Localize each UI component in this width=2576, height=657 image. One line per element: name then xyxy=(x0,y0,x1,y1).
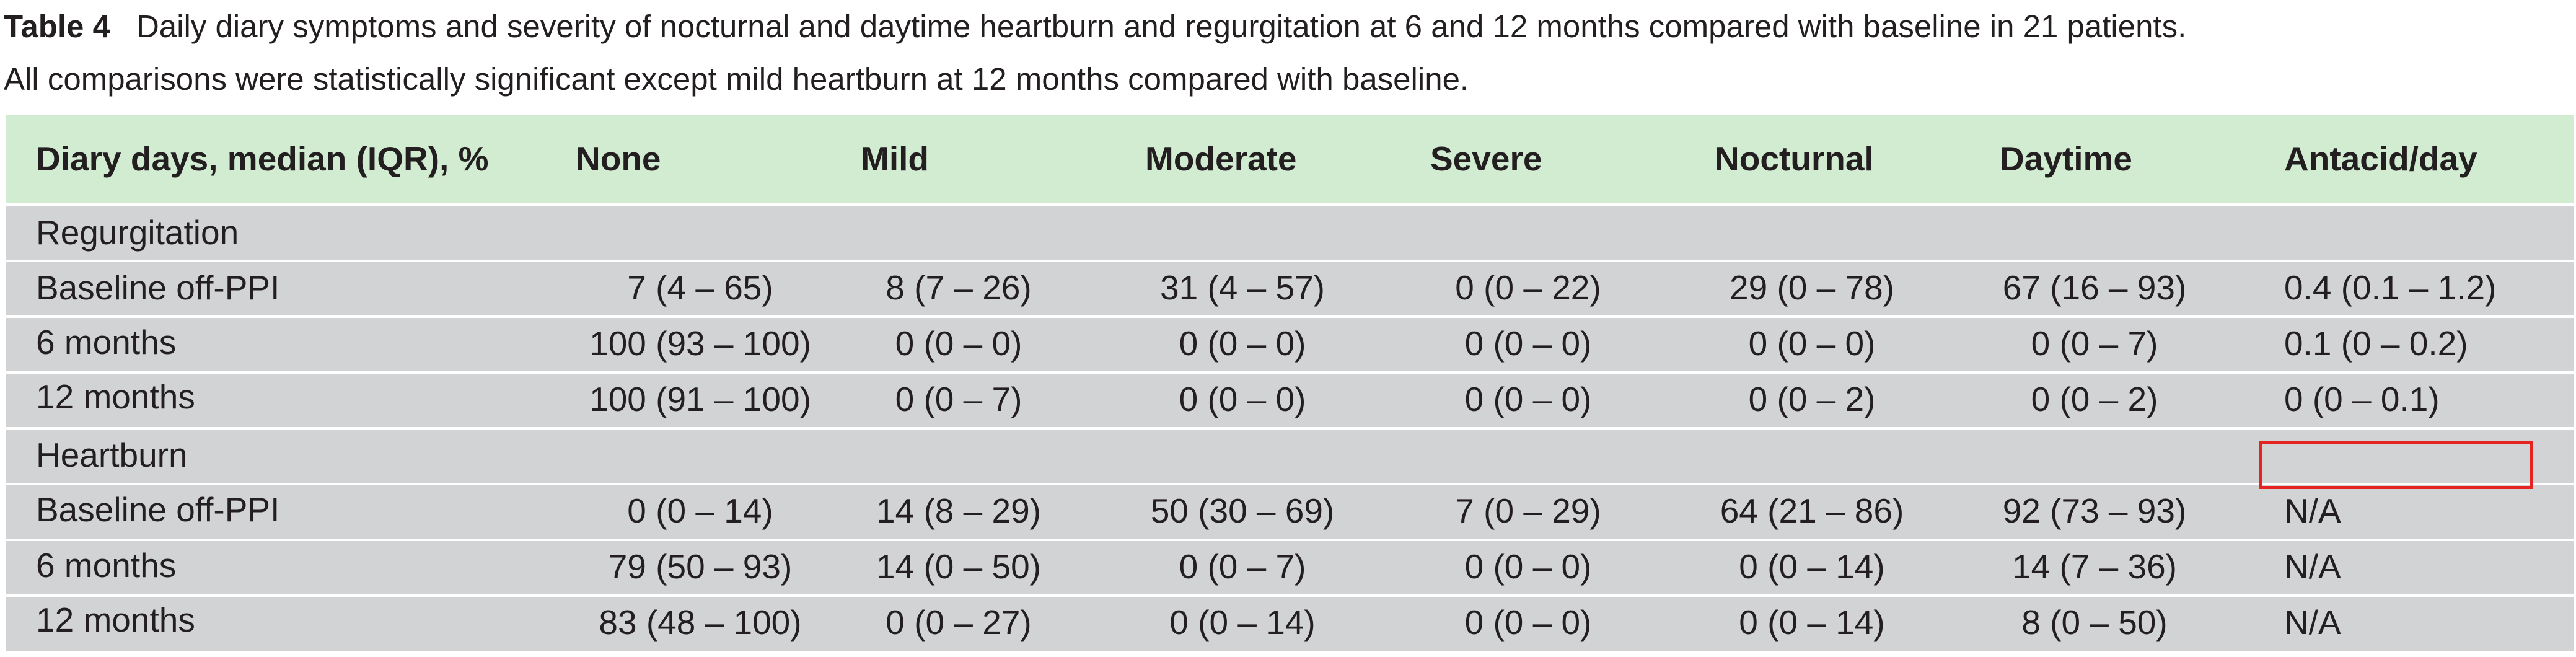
cell-daytime: 8 (0 – 50) xyxy=(2021,603,2168,642)
cell-nocturnal: 0 (0 – 14) xyxy=(1739,603,1885,642)
cell-daytime: 92 (73 – 93) xyxy=(2002,492,2187,530)
table-caption: Table 4 Daily diary symptoms and severity… xyxy=(4,0,2569,105)
table-row: 6 months 100 (93 – 100) 0 (0 – 0) 0 (0 –… xyxy=(6,318,2574,373)
cell-moderate: 0 (0 – 0) xyxy=(1179,380,1306,418)
table-header-row: Diary days, median (IQR), % None Mild Mo… xyxy=(6,115,2574,203)
cell-nocturnal: 0 (0 – 0) xyxy=(1748,324,1876,363)
caption-text-2: All comparisons were statistically signi… xyxy=(4,61,1469,97)
row-divider xyxy=(6,594,2574,597)
cell-nocturnal: 0 (0 – 2) xyxy=(1748,380,1876,418)
row-label: 12 months xyxy=(36,377,195,416)
cell-moderate: 0 (0 – 7) xyxy=(1179,547,1306,586)
cell-daytime: 14 (7 – 36) xyxy=(2011,547,2177,586)
cell-none: 83 (48 – 100) xyxy=(599,603,802,642)
row-divider xyxy=(6,260,2574,262)
row-divider xyxy=(6,203,2574,206)
table-row: Baseline off-PPI 7 (4 – 65) 8 (7 – 26) 3… xyxy=(6,262,2574,317)
cell-none: 79 (50 – 93) xyxy=(608,547,793,586)
row-divider xyxy=(6,427,2574,430)
caption-label: Table 4 xyxy=(4,9,110,44)
row-label: 6 months xyxy=(36,323,177,361)
cell-mild: 0 (0 – 0) xyxy=(895,324,1022,363)
cell-daytime: 67 (16 – 93) xyxy=(2002,268,2187,307)
cell-nocturnal: 64 (21 – 86) xyxy=(1720,492,1904,530)
cell-none: 0 (0 – 14) xyxy=(627,492,773,530)
column-header-none: None xyxy=(576,139,661,178)
section-row-heartburn: Heartburn xyxy=(6,430,2574,484)
row-label: 6 months xyxy=(36,546,177,584)
row-divider xyxy=(6,371,2574,374)
cell-antacid-day: 0 (0 – 0.1) xyxy=(2284,380,2440,418)
cell-none: 100 (93 – 100) xyxy=(589,324,811,363)
section-title: Heartburn xyxy=(36,436,188,474)
row-divider xyxy=(6,539,2574,541)
cell-none: 100 (91 – 100) xyxy=(589,380,811,418)
cell-moderate: 31 (4 – 57) xyxy=(1159,268,1325,307)
cell-severe: 0 (0 – 0) xyxy=(1464,603,1592,642)
table-row: 12 months 83 (48 – 100) 0 (0 – 27) 0 (0 … xyxy=(6,597,2574,651)
table-row: Baseline off-PPI 0 (0 – 14) 14 (8 – 29) … xyxy=(6,485,2574,540)
cell-antacid-day: 0.4 (0.1 – 1.2) xyxy=(2284,268,2497,307)
cell-severe: 0 (0 – 0) xyxy=(1464,324,1592,363)
cell-daytime: 0 (0 – 7) xyxy=(2031,324,2158,363)
cell-nocturnal: 29 (0 – 78) xyxy=(1729,268,1894,307)
cell-mild: 14 (0 – 50) xyxy=(876,547,1041,586)
cell-mild: 0 (0 – 7) xyxy=(895,380,1022,418)
row-label: 12 months xyxy=(36,601,195,639)
cell-daytime: 0 (0 – 2) xyxy=(2031,380,2158,418)
column-header-moderate: Moderate xyxy=(1145,139,1297,178)
cell-severe: 0 (0 – 0) xyxy=(1464,547,1592,586)
section-title: Regurgitation xyxy=(36,213,239,252)
cell-antacid-day: N/A xyxy=(2284,547,2341,586)
cell-mild: 0 (0 – 27) xyxy=(886,603,1032,642)
cell-severe: 7 (0 – 29) xyxy=(1455,492,1601,530)
cell-moderate: 50 (30 – 69) xyxy=(1150,492,1335,530)
column-header-mild: Mild xyxy=(861,139,929,178)
table-row: 6 months 79 (50 – 93) 14 (0 – 50) 0 (0 –… xyxy=(6,541,2574,596)
cell-antacid-day: N/A xyxy=(2284,492,2341,530)
section-row-regurgitation: Regurgitation xyxy=(6,206,2574,260)
cell-antacid-day: 0.1 (0 – 0.2) xyxy=(2284,324,2468,363)
row-divider xyxy=(6,483,2574,485)
caption-text-1: Daily diary symptoms and severity of noc… xyxy=(136,9,2187,44)
column-header-antacid-day: Antacid/day xyxy=(2284,139,2477,178)
cell-severe: 0 (0 – 22) xyxy=(1455,268,1601,307)
row-divider xyxy=(6,315,2574,318)
row-label: Baseline off-PPI xyxy=(36,268,280,307)
cell-mild: 8 (7 – 26) xyxy=(886,268,1032,307)
data-table: Diary days, median (IQR), % None Mild Mo… xyxy=(6,115,2574,651)
cell-severe: 0 (0 – 0) xyxy=(1464,380,1592,418)
table-row: 12 months 100 (91 – 100) 0 (0 – 7) 0 (0 … xyxy=(6,374,2574,428)
row-label: Baseline off-PPI xyxy=(36,490,280,529)
cell-moderate: 0 (0 – 0) xyxy=(1179,324,1306,363)
cell-moderate: 0 (0 – 14) xyxy=(1169,603,1316,642)
column-header-daytime: Daytime xyxy=(2000,139,2132,178)
cell-nocturnal: 0 (0 – 14) xyxy=(1739,547,1885,586)
cell-none: 7 (4 – 65) xyxy=(627,268,773,307)
cell-mild: 14 (8 – 29) xyxy=(876,492,1041,530)
caption-line-1: Table 4 Daily diary symptoms and severity… xyxy=(4,0,2569,53)
column-header-severe: Severe xyxy=(1430,139,1542,178)
cell-antacid-day: N/A xyxy=(2284,603,2341,642)
column-header-nocturnal: Nocturnal xyxy=(1715,139,1874,178)
column-header-diary-days: Diary days, median (IQR), % xyxy=(36,139,489,178)
